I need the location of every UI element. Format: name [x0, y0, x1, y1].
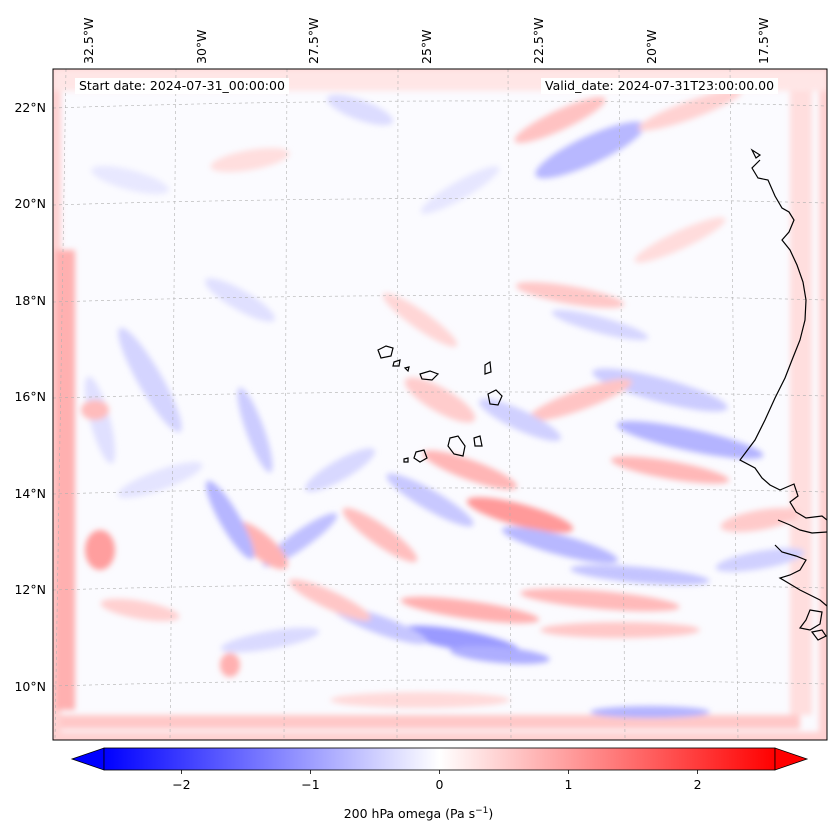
omega-field	[53, 69, 827, 740]
start-date-label: Start date: 2024-07-31_00:00:00	[75, 78, 289, 94]
colorbar-ticks	[181, 770, 698, 774]
latitude-label: 10°N	[14, 678, 46, 694]
colorbar-tick-label: −2	[172, 777, 191, 792]
longitude-label: 17.5°W	[756, 17, 771, 64]
colorbar-tick-label: 0	[435, 777, 444, 792]
latitude-label: 18°N	[14, 292, 46, 308]
colorbar-extend-min	[70, 747, 105, 771]
latitude-label: 12°N	[14, 582, 46, 598]
latitude-label: 20°N	[14, 196, 46, 212]
longitude-label: 25°W	[418, 29, 434, 64]
colorbar-gradient	[103, 747, 776, 771]
latitude-label: 14°N	[14, 485, 46, 501]
africa-coastline	[739, 159, 827, 521]
colorbar	[70, 747, 809, 774]
colorbar-tick-label: 1	[564, 777, 573, 792]
latitude-label: 16°N	[14, 389, 46, 405]
longitude-label: 32.5°W	[81, 17, 96, 64]
valid-date-label: Valid_date: 2024-07-31T23:00:00.00	[541, 78, 779, 94]
colorbar-tick-label: −1	[301, 777, 320, 792]
cape-verde-islands	[377, 345, 503, 463]
colorbar-label-exponent: −1	[475, 806, 489, 816]
longitude-label: 22.5°W	[531, 17, 546, 64]
colorbar-label-close: )	[488, 806, 494, 822]
map-frame	[52, 68, 828, 741]
coastlines	[377, 148, 827, 641]
colorbar-tick-label: 2	[693, 777, 702, 792]
gridlines	[53, 69, 827, 740]
longitude-label: 27.5°W	[306, 17, 321, 64]
colorbar-label-text: 200 hPa omega (Pa s	[343, 806, 476, 822]
colorbar-extend-max	[774, 747, 809, 771]
longitude-label: 20°W	[643, 29, 659, 64]
latitude-label: 22°N	[14, 99, 46, 115]
longitude-label: 30°W	[193, 29, 209, 64]
colorbar-label: 200 hPa omega (Pa s−1)	[0, 806, 837, 821]
